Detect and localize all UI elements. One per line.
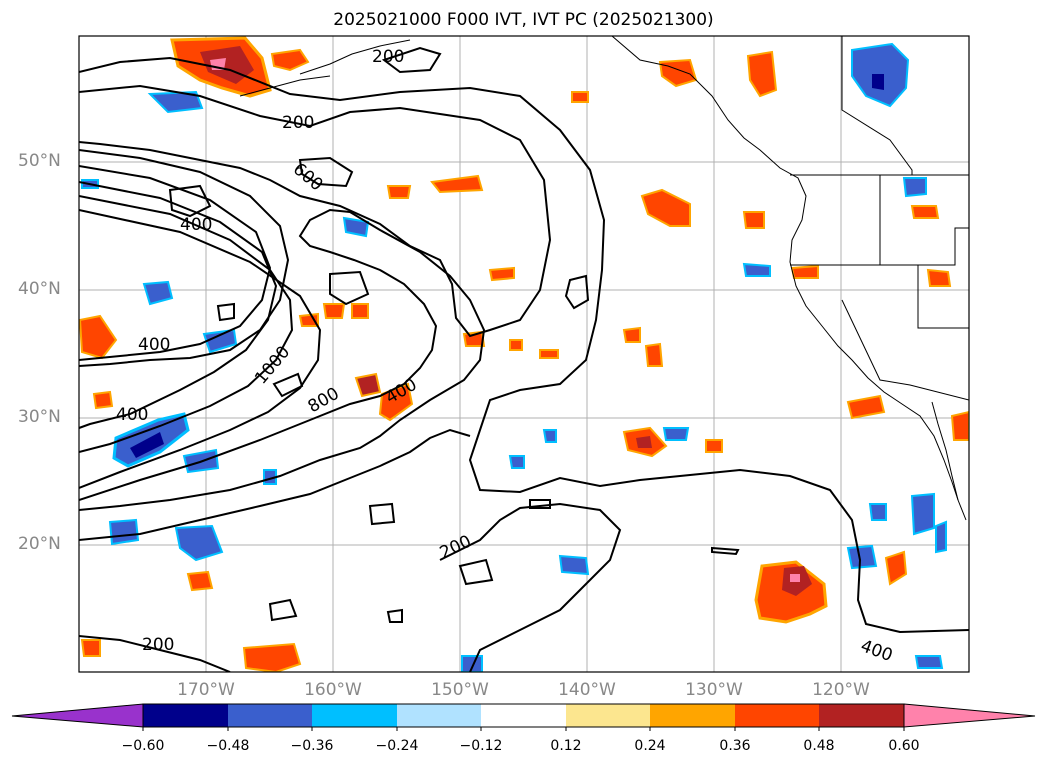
colorbar-segment — [650, 704, 735, 727]
lon-label-170w: 170°W — [177, 680, 235, 700]
colorbar-segment — [143, 704, 228, 727]
colorbar-tick: −0.36 — [290, 738, 334, 754]
colorbar-segment — [566, 704, 650, 727]
contour-label: 200 — [282, 113, 314, 133]
colorbar — [11, 703, 1036, 731]
colorbar-segment — [481, 704, 566, 727]
colorbar-segment — [819, 704, 904, 727]
colorbar-tick: −0.48 — [206, 738, 250, 754]
lon-label-160w: 160°W — [304, 680, 362, 700]
colorbar-segment — [735, 704, 819, 727]
lon-label-120w: 120°W — [812, 680, 870, 700]
colorbar-tick: −0.24 — [375, 738, 419, 754]
contour-label: 400 — [116, 405, 148, 425]
contour-label: 400 — [180, 215, 212, 235]
colorbar-tick: −0.12 — [459, 738, 503, 754]
plot-frame — [78, 35, 970, 673]
positive-anomalies — [79, 36, 969, 672]
colorbar-extend-high — [903, 703, 1036, 728]
lat-label-30n: 30°N — [18, 407, 61, 427]
lat-label-50n: 50°N — [18, 151, 61, 171]
colorbar-segment — [397, 704, 481, 727]
colorbar-extend-low — [11, 703, 144, 728]
colorbar-tick: 0.24 — [634, 738, 666, 754]
lon-label-150w: 150°W — [431, 680, 489, 700]
plot-area — [79, 36, 969, 672]
map-title: 2025021000 F000 IVT, IVT PC (2025021300) — [333, 10, 714, 30]
contour-label: 200 — [372, 47, 404, 67]
colorbar-tick: 0.60 — [888, 738, 920, 754]
colorbar-tick: 0.48 — [803, 738, 835, 754]
colorbar-segment — [228, 704, 312, 727]
colorbar-segment — [312, 704, 397, 727]
negative-anomalies — [81, 42, 947, 672]
lat-label-20n: 20°N — [18, 534, 61, 554]
colorbar-tick: 0.12 — [550, 738, 582, 754]
ivt-contours — [79, 46, 969, 672]
colorbar-tick: 0.36 — [719, 738, 751, 754]
colorbar-tick: −0.60 — [121, 738, 165, 754]
contour-label: 400 — [138, 335, 170, 355]
contour-label: 200 — [142, 635, 174, 655]
lon-label-140w: 140°W — [558, 680, 616, 700]
lon-label-130w: 130°W — [685, 680, 743, 700]
coastlines — [239, 36, 969, 521]
lat-label-40n: 40°N — [18, 279, 61, 299]
